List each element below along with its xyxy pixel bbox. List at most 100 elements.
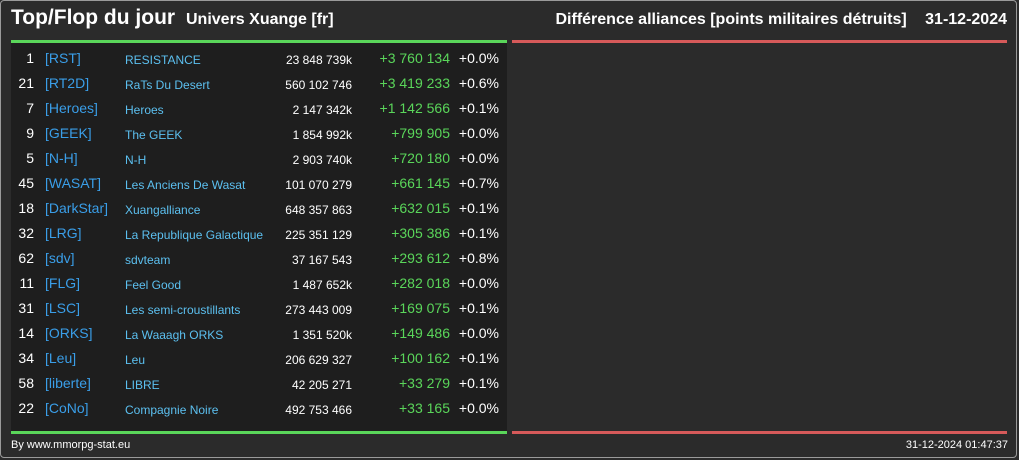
flop-section-bar <box>512 40 1007 43</box>
points-difference: +3 419 233 <box>379 75 450 91</box>
alliance-name-link[interactable]: N-H <box>125 153 147 167</box>
table-row: 58 [liberte] LIBRE 42 205 271 +33 279 +0.1% <box>11 373 507 398</box>
alliance-tag-link[interactable]: [LRG] <box>45 225 82 241</box>
percent-change: +0.0% <box>458 325 499 341</box>
alliance-rank: 9 <box>26 125 34 141</box>
alliance-name-link[interactable]: The GEEK <box>125 128 183 142</box>
alliance-rank: 34 <box>18 350 34 366</box>
alliance-tag-link[interactable]: [WASAT] <box>45 175 101 191</box>
top-panel <box>11 43 507 431</box>
table-row: 21 [RT2D] RaTs Du Desert 560 102 746 +3 419 … <box>11 73 507 98</box>
alliance-name-link[interactable]: Xuangalliance <box>125 203 201 217</box>
table-row: 11 [FLG] Feel Good 1 487 652k +282 018 +0.0% <box>11 273 507 298</box>
alliance-tag-link[interactable]: [Heroes] <box>45 100 98 116</box>
alliance-points: 225 351 129 <box>285 228 352 242</box>
alliance-points: 648 357 863 <box>285 203 352 217</box>
percent-change: +0.8% <box>458 250 499 266</box>
points-difference: +169 075 <box>391 300 450 316</box>
alliance-tag-link[interactable]: [N-H] <box>45 150 78 166</box>
alliance-name-link[interactable]: Feel Good <box>125 278 182 292</box>
alliance-tag-link[interactable]: [liberte] <box>45 375 91 391</box>
top-section-bar <box>11 40 507 43</box>
alliance-rank: 18 <box>18 200 34 216</box>
universe-subtitle: Univers Xuange [fr] <box>186 11 334 28</box>
alliance-tag-link[interactable]: [DarkStar] <box>45 200 109 216</box>
alliance-points: 273 443 009 <box>285 303 352 317</box>
alliance-tag-link[interactable]: [ORKS] <box>45 325 93 341</box>
alliance-name-link[interactable]: Les Anciens De Wasat <box>125 178 246 192</box>
percent-change: +0.1% <box>458 200 499 216</box>
percent-change: +0.0% <box>458 400 499 416</box>
percent-change: +0.7% <box>458 175 499 191</box>
alliance-points: 1 487 652k <box>292 278 352 292</box>
percent-change: +0.0% <box>458 50 499 66</box>
alliance-name-link[interactable]: Les semi-croustillants <box>125 303 241 317</box>
points-difference: +293 612 <box>391 250 450 266</box>
points-difference: +305 386 <box>391 225 450 241</box>
alliance-tag-link[interactable]: [RT2D] <box>45 75 90 91</box>
alliance-points: 206 629 327 <box>285 353 352 367</box>
table-row: 5 [N-H] N-H 2 903 740k +720 180 +0.0% <box>11 148 507 173</box>
alliance-name-link[interactable]: sdvteam <box>125 253 171 267</box>
flop-panel <box>512 43 1007 431</box>
ranking-header: Différence alliances [points militaires … <box>555 11 1007 29</box>
alliance-name-link[interactable]: RESISTANCE <box>125 53 201 67</box>
alliance-name-link[interactable]: La Waaagh ORKS <box>125 328 224 342</box>
table-row: 14 [ORKS] La Waaagh ORKS 1 351 520k +149 486… <box>11 323 507 348</box>
flop-section-bar-bottom <box>512 431 1007 434</box>
alliance-tag-link[interactable]: [FLG] <box>45 275 81 291</box>
alliance-tag-link[interactable]: [Leu] <box>45 350 77 366</box>
table-row: 45 [WASAT] Les Anciens De Wasat 101 070 279… <box>11 173 507 198</box>
alliance-rank: 58 <box>18 375 34 391</box>
alliance-rank: 1 <box>26 50 34 66</box>
alliance-tag-link[interactable]: [RST] <box>45 50 81 66</box>
alliance-name-link[interactable]: La Republique Galactique <box>125 228 264 242</box>
top-section-bar-bottom <box>11 431 507 434</box>
alliance-name-link[interactable]: LIBRE <box>125 378 160 392</box>
points-difference: +100 162 <box>391 350 450 366</box>
points-difference: +33 279 <box>399 375 450 391</box>
percent-change: +0.6% <box>458 75 499 91</box>
percent-change: +0.0% <box>458 125 499 141</box>
table-row: 31 [LSC] Les semi-croustillants 273 443 009… <box>11 298 507 323</box>
alliance-points: 42 205 271 <box>291 378 352 392</box>
points-difference: +799 905 <box>391 125 450 141</box>
alliance-points: 492 753 466 <box>285 403 352 417</box>
points-difference: +720 180 <box>391 150 450 166</box>
table-row: 34 [Leu] Leu 206 629 327 +100 162 +0.1% <box>11 348 507 373</box>
alliance-rank: 7 <box>26 100 34 116</box>
alliance-tag-link[interactable]: [LSC] <box>45 300 81 316</box>
alliance-tag-link[interactable]: [GEEK] <box>45 125 92 141</box>
alliance-rank: 32 <box>18 225 34 241</box>
points-difference: +1 142 566 <box>379 100 450 116</box>
alliance-points: 1 854 992k <box>292 128 352 142</box>
alliance-name-link[interactable]: Leu <box>125 353 146 367</box>
points-difference: +661 145 <box>391 175 450 191</box>
alliance-name-link[interactable]: Compagnie Noire <box>125 403 219 417</box>
points-difference: +3 760 134 <box>379 50 450 66</box>
table-row: 9 [GEEK] The GEEK 1 854 992k +799 905 +0.0% <box>11 123 507 148</box>
alliance-rank: 14 <box>18 325 34 341</box>
alliance-rank: 5 <box>26 150 34 166</box>
alliance-points: 1 351 520k <box>292 328 352 342</box>
points-difference: +149 486 <box>391 325 450 341</box>
points-difference: +632 015 <box>391 200 450 216</box>
points-difference: +33 165 <box>399 400 450 416</box>
alliance-tag-link[interactable]: [sdv] <box>45 250 75 266</box>
table-row: 62 [sdv] sdvteam 37 167 543 +293 612 +0.8% <box>11 248 507 273</box>
percent-change: +0.1% <box>458 350 499 366</box>
alliance-rank: 31 <box>18 300 34 316</box>
alliance-name-link[interactable]: Heroes <box>125 103 164 117</box>
alliance-tag-link[interactable]: [CoNo] <box>45 400 89 416</box>
alliance-name-link[interactable]: RaTs Du Desert <box>125 78 210 92</box>
percent-change: +0.1% <box>458 300 499 316</box>
points-difference: +282 018 <box>391 275 450 291</box>
site-credit: By www.mmorpg-stat.eu <box>11 439 131 451</box>
alliance-rank: 45 <box>18 175 34 191</box>
percent-change: +0.1% <box>458 100 499 116</box>
percent-change: +0.1% <box>458 225 499 241</box>
alliance-points: 37 167 543 <box>291 253 352 267</box>
generated-timestamp: 31-12-2024 01:47:37 <box>905 439 1008 451</box>
alliance-points: 2 903 740k <box>292 153 352 167</box>
